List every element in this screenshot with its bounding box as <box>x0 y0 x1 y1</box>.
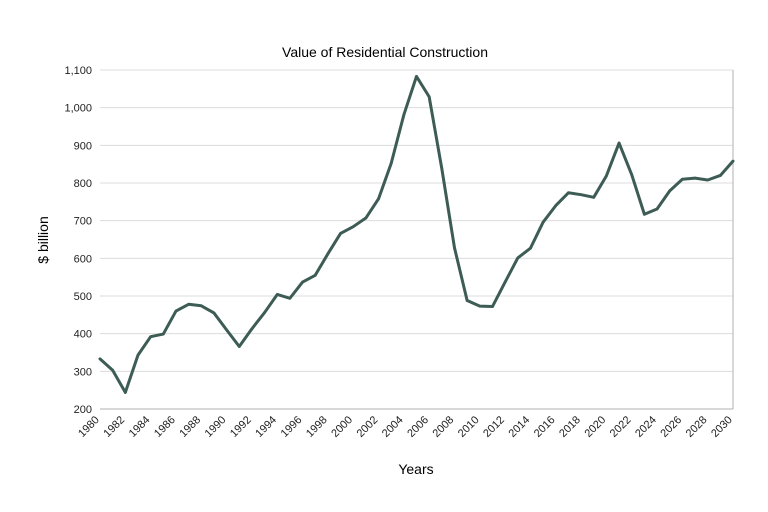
data-point-2015 <box>541 220 545 224</box>
data-point-2024 <box>655 207 659 211</box>
data-point-2030 <box>731 159 735 163</box>
data-point-2006 <box>427 95 431 99</box>
data-point-2026 <box>681 177 684 181</box>
x-tick-label: 2026 <box>658 414 684 440</box>
data-point-2028 <box>706 178 709 182</box>
x-tick-label: 1988 <box>177 414 203 440</box>
data-point-2012 <box>503 280 507 284</box>
gridlines <box>100 69 733 372</box>
data-point-2009 <box>465 299 469 302</box>
y-tick-label: 1,000 <box>64 103 92 115</box>
y-tick-label: 800 <box>74 178 92 190</box>
data-point-2017 <box>567 191 570 195</box>
data-point-2013 <box>516 256 520 260</box>
data-point-1991 <box>237 345 241 348</box>
x-tick-label: 2004 <box>380 414 406 440</box>
data-point-1983 <box>136 353 140 357</box>
data-point-1995 <box>288 296 292 300</box>
data-point-1986 <box>174 309 178 313</box>
x-tick-label: 2002 <box>355 414 381 440</box>
data-points <box>98 75 735 394</box>
data-point-2005 <box>415 75 418 78</box>
series-line-0 <box>98 74 735 394</box>
data-point-2010 <box>478 304 482 308</box>
x-tick-label: 2028 <box>684 414 710 440</box>
y-tick-label: 400 <box>74 329 92 341</box>
data-point-2025 <box>668 189 671 193</box>
data-point-1984 <box>149 335 152 338</box>
data-point-2027 <box>693 176 697 180</box>
x-tick-label: 2022 <box>608 414 634 440</box>
x-tick-label: 1986 <box>152 414 178 440</box>
x-tick-label: 1992 <box>228 414 254 440</box>
y-axis-label: $ billion <box>35 216 51 263</box>
data-point-1989 <box>212 311 216 315</box>
data-point-1981 <box>111 368 114 372</box>
x-tick-label: 2016 <box>532 414 558 440</box>
data-point-2029 <box>719 174 722 177</box>
axes <box>100 70 734 410</box>
x-tick-label: 1996 <box>279 414 305 440</box>
data-point-1996 <box>301 280 304 284</box>
data-point-2007 <box>440 167 444 170</box>
y-tick-label: 900 <box>74 140 92 152</box>
y-tick-label: 500 <box>74 291 92 303</box>
data-point-2021 <box>617 141 621 145</box>
data-point-1992 <box>250 327 254 331</box>
y-tick-label: 200 <box>74 404 92 416</box>
x-tick-label: 2010 <box>456 414 482 440</box>
x-tick-label: 2012 <box>481 414 507 440</box>
data-point-1994 <box>275 293 279 296</box>
data-point-1987 <box>187 302 190 306</box>
y-tick-label: 700 <box>74 216 92 228</box>
chart-title: Value of Residential Construction <box>282 44 488 60</box>
data-point-2018 <box>579 193 583 196</box>
data-point-1985 <box>162 332 165 336</box>
x-tick-label: 1994 <box>253 414 279 440</box>
data-point-2000 <box>351 225 355 228</box>
data-point-2003 <box>389 162 393 165</box>
x-tick-labels: 1980 1982 1984 1986 1988 1990 1992 1994 1996 1998… <box>76 414 735 440</box>
x-tick-label: 2014 <box>507 414 533 440</box>
y-tick-label: 1,100 <box>64 65 92 77</box>
data-point-2022 <box>630 173 634 177</box>
data-point-2002 <box>377 197 380 201</box>
data-point-1980 <box>98 357 102 361</box>
x-tick-label: 2030 <box>709 414 735 440</box>
x-tick-label: 2024 <box>633 414 659 440</box>
data-point-2019 <box>592 196 596 199</box>
x-tick-label: 2006 <box>405 414 431 440</box>
data-point-1988 <box>199 304 203 308</box>
data-point-2016 <box>554 204 558 207</box>
data-point-1998 <box>326 252 330 256</box>
x-tick-label: 1984 <box>127 414 153 440</box>
x-tick-label: 2008 <box>431 414 457 440</box>
series-group <box>98 74 735 394</box>
x-tick-label: 1990 <box>203 414 229 440</box>
data-point-1990 <box>225 328 228 332</box>
x-axis-label: Years <box>398 461 433 477</box>
x-tick-label: 1998 <box>304 414 330 440</box>
data-point-2014 <box>529 246 532 250</box>
x-tick-label: 2000 <box>329 414 355 440</box>
y-tick-label: 300 <box>74 366 92 378</box>
data-point-1999 <box>339 232 342 235</box>
data-point-2004 <box>402 113 406 117</box>
x-tick-label: 2020 <box>582 414 608 440</box>
data-point-1982 <box>124 391 127 394</box>
y-tick-labels: 200 300 400 500 600 700 800 900 1,000 1,100 <box>64 65 92 416</box>
data-point-1993 <box>263 311 266 314</box>
x-tick-label: 2018 <box>557 414 583 440</box>
data-point-2020 <box>605 174 608 178</box>
x-tick-label: 1982 <box>101 414 127 440</box>
data-point-2001 <box>364 216 368 220</box>
data-point-2023 <box>643 212 646 216</box>
x-tick-label: 1980 <box>76 414 102 440</box>
y-tick-label: 600 <box>74 253 92 265</box>
data-point-2011 <box>491 305 494 308</box>
data-point-2008 <box>453 246 456 250</box>
data-point-1997 <box>313 273 317 277</box>
